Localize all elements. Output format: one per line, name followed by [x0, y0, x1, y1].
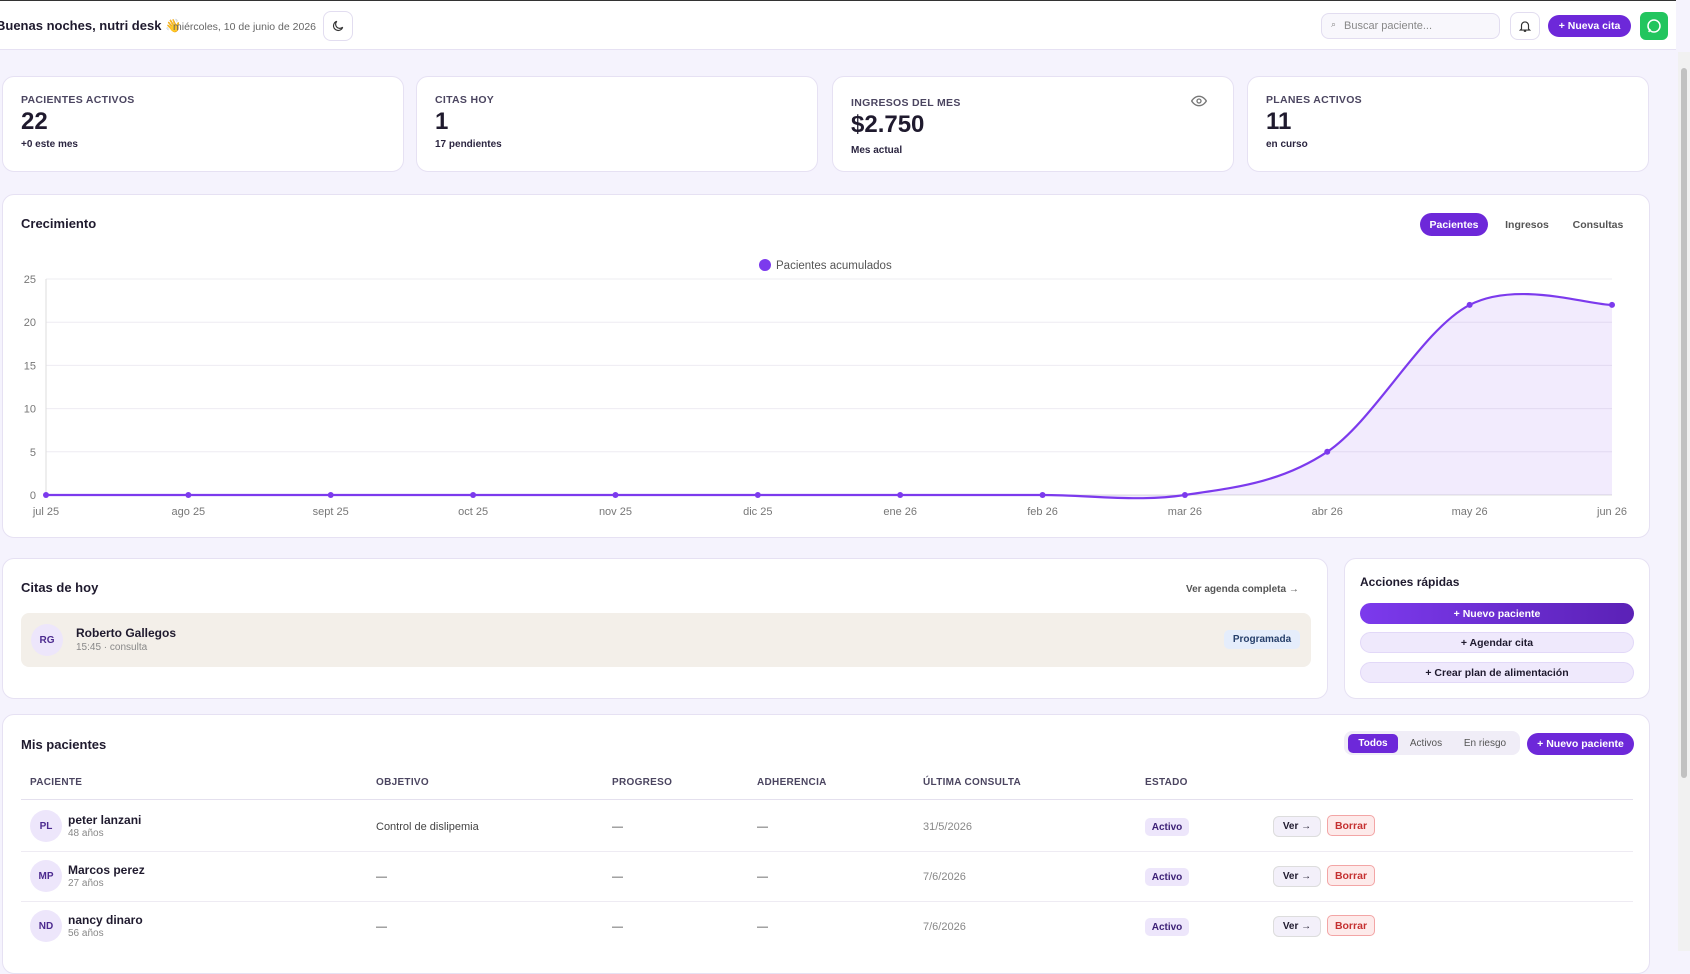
scrollbar[interactable] — [1678, 52, 1690, 951]
column-header: PACIENTE — [30, 777, 83, 788]
progress: — — [612, 821, 623, 833]
search-box[interactable]: Buscar paciente... ⌕ — [1321, 13, 1500, 39]
scroll-thumb[interactable] — [1681, 68, 1687, 778]
moon-icon — [333, 20, 344, 31]
growth-card: Crecimiento Pacientes Ingresos Consultas — [2, 194, 1650, 538]
patient-age: 27 años — [68, 878, 104, 889]
appointment-status: Programada — [1224, 630, 1300, 649]
stat-value: $2.750 — [851, 111, 925, 138]
objective: — — [376, 871, 387, 883]
stat-value: 11 — [1266, 108, 1292, 135]
status-badge: Activo — [1145, 918, 1189, 936]
eye-toggle[interactable] — [1190, 95, 1208, 110]
stat-card: INGRESOS DEL MES $2.750 Mes actual — [832, 76, 1234, 172]
theme-toggle[interactable] — [323, 11, 353, 41]
stat-card: PACIENTES ACTIVOS 22 +0 este mes — [2, 76, 404, 172]
chart-tab[interactable]: Consultas — [1572, 218, 1624, 231]
appointment-name: Roberto Gallegos — [76, 626, 177, 640]
appointments-card: Citas de hoy Ver agenda completa → RG Ro… — [2, 558, 1328, 699]
row-rule — [21, 901, 1633, 902]
objective: Control de dislipemia — [376, 821, 479, 833]
quick-actions-card: Acciones rápidas + Nuevo paciente + Agen… — [1344, 558, 1650, 699]
view-button[interactable]: Ver → — [1273, 916, 1321, 937]
column-header: ESTADO — [1145, 777, 1188, 788]
stat-note: Mes actual — [851, 145, 903, 156]
adherence: — — [757, 871, 768, 883]
adherence: — — [757, 921, 768, 933]
avatar: MP — [30, 860, 62, 892]
whatsapp-icon — [1647, 19, 1661, 33]
view-button[interactable]: Ver → — [1273, 816, 1321, 837]
filter-risk[interactable]: En riesgo — [1463, 738, 1507, 749]
search-placeholder: Buscar paciente... — [1344, 20, 1433, 32]
stat-label: INGRESOS DEL MES — [851, 97, 961, 109]
column-header: OBJETIVO — [376, 777, 429, 788]
last-visit: 31/5/2026 — [923, 821, 972, 833]
status-badge: Activo — [1145, 818, 1189, 836]
progress: — — [612, 871, 623, 883]
column-header: ÚLTIMA CONSULTA — [923, 777, 1022, 788]
chart-tab[interactable]: Pacientes — [1420, 213, 1488, 236]
new-patient-button[interactable]: + Nuevo paciente — [1527, 733, 1634, 755]
quick-actions-title: Acciones rápidas — [1360, 575, 1460, 589]
avatar: ND — [30, 910, 62, 942]
stat-label: CITAS HOY — [435, 94, 495, 106]
patients-card: Mis pacientes Todos Activos En riesgo + … — [2, 714, 1650, 974]
row-rule — [21, 851, 1633, 852]
stat-note: 17 pendientes — [435, 139, 502, 150]
search-icon: ⌕ — [1331, 19, 1337, 29]
patient-name: nancy dinaro — [68, 913, 143, 927]
progress: — — [612, 921, 623, 933]
chart-tab[interactable]: Ingresos — [1505, 218, 1549, 231]
column-header: PROGRESO — [612, 777, 673, 788]
new-appointment-button[interactable]: + Nueva cita — [1548, 15, 1631, 37]
greeting: Buenas noches, nutri desk 👋 — [0, 18, 182, 33]
status-badge: Activo — [1145, 868, 1189, 886]
avatar: PL — [30, 810, 62, 842]
top-bar: Buenas noches, nutri desk 👋 miércoles, 1… — [0, 0, 1676, 50]
adherence: — — [757, 821, 768, 833]
stat-label: PLANES ACTIVOS — [1266, 94, 1362, 106]
appointment-detail: 15:45 · consulta — [76, 642, 148, 653]
quick-meal-plan[interactable]: + Crear plan de alimentación — [1360, 662, 1634, 683]
bell-icon — [1518, 21, 1532, 32]
patient-name: Marcos perez — [68, 863, 145, 877]
avatar: RG — [31, 624, 63, 656]
last-visit: 7/6/2026 — [923, 921, 966, 933]
column-header: ADHERENCIA — [757, 777, 827, 788]
patients-title: Mis pacientes — [21, 737, 107, 752]
quick-new-patient[interactable]: + Nuevo paciente — [1360, 603, 1634, 624]
appointments-title: Citas de hoy — [21, 580, 99, 595]
agenda-link[interactable]: Ver agenda completa → — [1186, 584, 1299, 595]
stat-value: 1 — [435, 108, 449, 135]
stat-label: PACIENTES ACTIVOS — [21, 94, 135, 106]
patient-age: 56 años — [68, 928, 104, 939]
patient-age: 48 años — [68, 828, 104, 839]
filter-active[interactable]: Activos — [1409, 738, 1443, 749]
date: miércoles, 10 de junio de 2026 — [173, 21, 317, 33]
delete-button[interactable]: Borrar — [1327, 915, 1375, 936]
filter-all[interactable]: Todos — [1348, 734, 1398, 753]
appointment-item[interactable]: RG Roberto Gallegos 15:45 · consulta Pro… — [21, 613, 1311, 667]
last-visit: 7/6/2026 — [923, 871, 966, 883]
table-header-rule — [21, 799, 1633, 800]
stat-card: CITAS HOY 1 17 pendientes — [416, 76, 818, 172]
quick-schedule[interactable]: + Agendar cita — [1360, 632, 1634, 653]
stat-value: 22 — [21, 108, 48, 135]
delete-button[interactable]: Borrar — [1327, 815, 1375, 836]
chart-title: Crecimiento — [21, 216, 97, 231]
delete-button[interactable]: Borrar — [1327, 865, 1375, 886]
stat-card: PLANES ACTIVOS 11 en curso — [1247, 76, 1649, 172]
whatsapp-button[interactable] — [1640, 12, 1668, 40]
bell-button[interactable] — [1510, 12, 1540, 40]
objective: — — [376, 921, 387, 933]
patient-name: peter lanzani — [68, 813, 142, 827]
stat-note: +0 este mes — [21, 139, 78, 150]
eye-icon — [1190, 95, 1208, 107]
view-button[interactable]: Ver → — [1273, 866, 1321, 887]
stat-note: en curso — [1266, 139, 1308, 150]
